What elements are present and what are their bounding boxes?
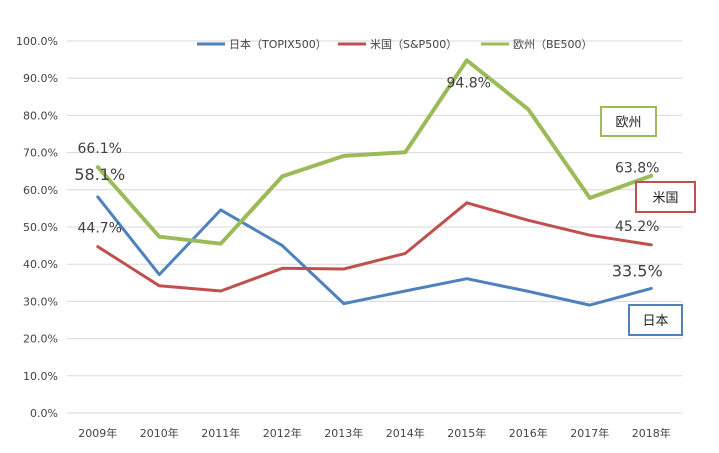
y-tick-label: 100.0% <box>16 35 58 48</box>
series-lines <box>95 58 654 307</box>
annotation-label: 日本 <box>642 314 668 329</box>
annotation-label: 米国 <box>652 191 678 206</box>
x-tick-label: 2016年 <box>509 426 548 440</box>
data-labels: 66.1% 58.1% 44.7% 94.8% 63.8% 45.2% 33.5% <box>74 75 662 280</box>
x-tick-label: 2017年 <box>570 426 609 440</box>
series-line-1 <box>96 195 653 307</box>
y-tick-label: 70.0% <box>23 147 58 160</box>
annotation-label: 欧州 <box>615 116 641 131</box>
annotation-box <box>628 304 683 336</box>
y-tick-label: 80.0% <box>23 109 58 122</box>
series-line-3 <box>95 58 654 246</box>
annotation-box <box>600 106 657 137</box>
y-tick-label: 60.0% <box>23 184 58 197</box>
data-label: 66.1% <box>78 141 122 157</box>
x-axis: 2009年 2010年 2011年 2012年 2013年 2014年 2015年 2016年… <box>78 426 671 440</box>
legend-entry: 欧州（BE500） <box>513 38 593 51</box>
x-tick-label: 2010年 <box>140 426 179 440</box>
legend: 日本（TOPIX500） 米国（S&P500） 欧州（BE500） <box>197 37 593 51</box>
legend-entry: 米国（S&P500） <box>370 38 457 51</box>
data-label: 58.1% <box>74 165 125 184</box>
x-tick-label: 2011年 <box>201 426 240 440</box>
data-label: 63.8% <box>615 161 659 177</box>
x-tick-label: 2014年 <box>386 426 425 440</box>
x-tick-label: 2015年 <box>447 426 486 440</box>
y-tick-label: 0.0% <box>30 407 58 420</box>
x-tick-label: 2012年 <box>263 426 302 440</box>
y-tick-label: 90.0% <box>23 72 58 85</box>
data-label: 94.8% <box>447 75 491 91</box>
y-tick-label: 50.0% <box>23 221 58 234</box>
x-tick-label: 2018年 <box>632 426 671 440</box>
data-label: 44.7% <box>78 221 122 237</box>
y-tick-label: 20.0% <box>23 333 58 346</box>
series-line-2 <box>96 201 653 293</box>
y-tick-label: 10.0% <box>23 370 58 383</box>
y-axis: 0.0% 10.0% 20.0% 30.0% 40.0% 50.0% 60.0% 70.0% 8… <box>16 35 58 420</box>
y-tick-label: 30.0% <box>23 295 58 308</box>
legend-entry: 日本（TOPIX500） <box>229 37 327 51</box>
y-tick-label: 40.0% <box>23 258 58 271</box>
x-tick-label: 2013年 <box>324 426 363 440</box>
annotation-box <box>635 181 696 213</box>
x-tick-label: 2009年 <box>78 426 117 440</box>
grid-lines <box>67 40 682 414</box>
data-label: 33.5% <box>612 261 663 280</box>
data-label: 45.2% <box>615 219 659 235</box>
